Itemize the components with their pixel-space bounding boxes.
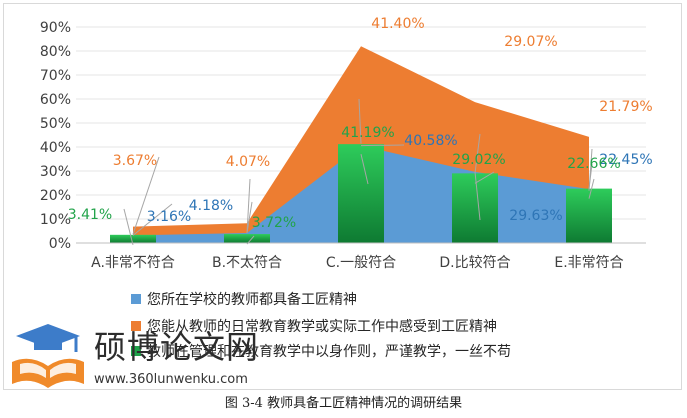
y-tick-label: 90% xyxy=(40,20,71,36)
x-tick-label: B.不太符合 xyxy=(212,255,282,271)
data-label-green: 3.72% xyxy=(252,215,296,231)
legend-swatch xyxy=(131,346,141,356)
chart-frame: 0% 10% 20% 30% 40% 50% 60% 70% 80% 90% A.非常不符合 B.不太… xyxy=(3,3,682,390)
graduation-cap-book-icon xyxy=(12,324,84,388)
legend-label: 您能从教师的日常教育教学或实际工作中感受到工匠精神 xyxy=(147,318,497,335)
data-label-orange: 29.07% xyxy=(504,34,557,50)
data-label-green: 29.02% xyxy=(452,152,505,168)
leader-line xyxy=(132,203,173,236)
bar-green xyxy=(224,234,270,243)
x-tick-label: D.比较符合 xyxy=(439,255,510,271)
leader-line xyxy=(360,144,405,147)
data-label-orange: 21.79% xyxy=(599,99,652,115)
y-tick-label: 70% xyxy=(40,68,71,84)
leader-line xyxy=(246,235,255,245)
data-label-orange: 41.40% xyxy=(371,16,424,32)
data-label-blue: 4.18% xyxy=(189,198,233,214)
y-tick-label: 50% xyxy=(40,116,71,132)
y-tick-label: 80% xyxy=(40,44,71,60)
chart-svg: 0% 10% 20% 30% 40% 50% 60% 70% 80% 90% A.非常不符合 B.不太… xyxy=(40,16,653,360)
leader-line xyxy=(132,156,160,235)
legend-label: 您所在学校的教师都具备工匠精神 xyxy=(147,291,357,308)
y-tick-label: 10% xyxy=(40,212,71,228)
x-tick-label: E.非常符合 xyxy=(554,255,623,271)
legend-swatch xyxy=(131,294,141,304)
legend-swatch xyxy=(131,321,141,331)
data-label-blue: 22.45% xyxy=(599,152,652,168)
leader-line xyxy=(246,178,251,234)
bar-green xyxy=(338,144,384,243)
leader-line xyxy=(358,98,362,144)
leader-line xyxy=(474,171,495,184)
y-tick-label: 40% xyxy=(40,140,71,156)
x-tick-label: C.一般符合 xyxy=(326,255,396,271)
watermark-url: www.360lunwenku.com xyxy=(94,372,248,387)
figure-caption: 图 3-4 教师具备工匠精神情况的调研结果 xyxy=(224,396,463,411)
leader-line xyxy=(588,178,595,199)
legend-label: 教师在管理和在教育教学中以身作则，严谨教学，一丝不苟 xyxy=(147,343,511,360)
data-label-green: 41.19% xyxy=(341,125,394,141)
data-label-orange: 4.07% xyxy=(226,154,270,170)
x-tick-label: A.非常不符合 xyxy=(91,255,175,271)
data-label-blue: 29.63% xyxy=(509,208,562,224)
data-label-blue: 40.58% xyxy=(404,133,457,149)
data-label-green: 3.41% xyxy=(68,207,112,223)
y-tick-label: 0% xyxy=(49,236,71,252)
leader-line xyxy=(246,201,253,234)
watermark-title: 硕博论文网 xyxy=(94,328,260,366)
y-tick-label: 20% xyxy=(40,188,71,204)
leader-line xyxy=(474,133,481,174)
data-label-green: 22.66% xyxy=(567,156,620,172)
y-tick-label: 60% xyxy=(40,92,71,108)
y-tick-label: 30% xyxy=(40,164,71,180)
data-label-orange: 3.67% xyxy=(113,153,157,169)
bar-green xyxy=(110,234,156,243)
data-label-blue: 3.16% xyxy=(147,209,191,225)
leader-line xyxy=(588,163,593,190)
leader-line xyxy=(360,154,369,185)
leader-line xyxy=(474,171,481,221)
bar-green xyxy=(452,173,498,243)
leader-line xyxy=(123,208,134,245)
watermark: 硕博论文网 www.360lunwenku.com xyxy=(6,318,276,396)
